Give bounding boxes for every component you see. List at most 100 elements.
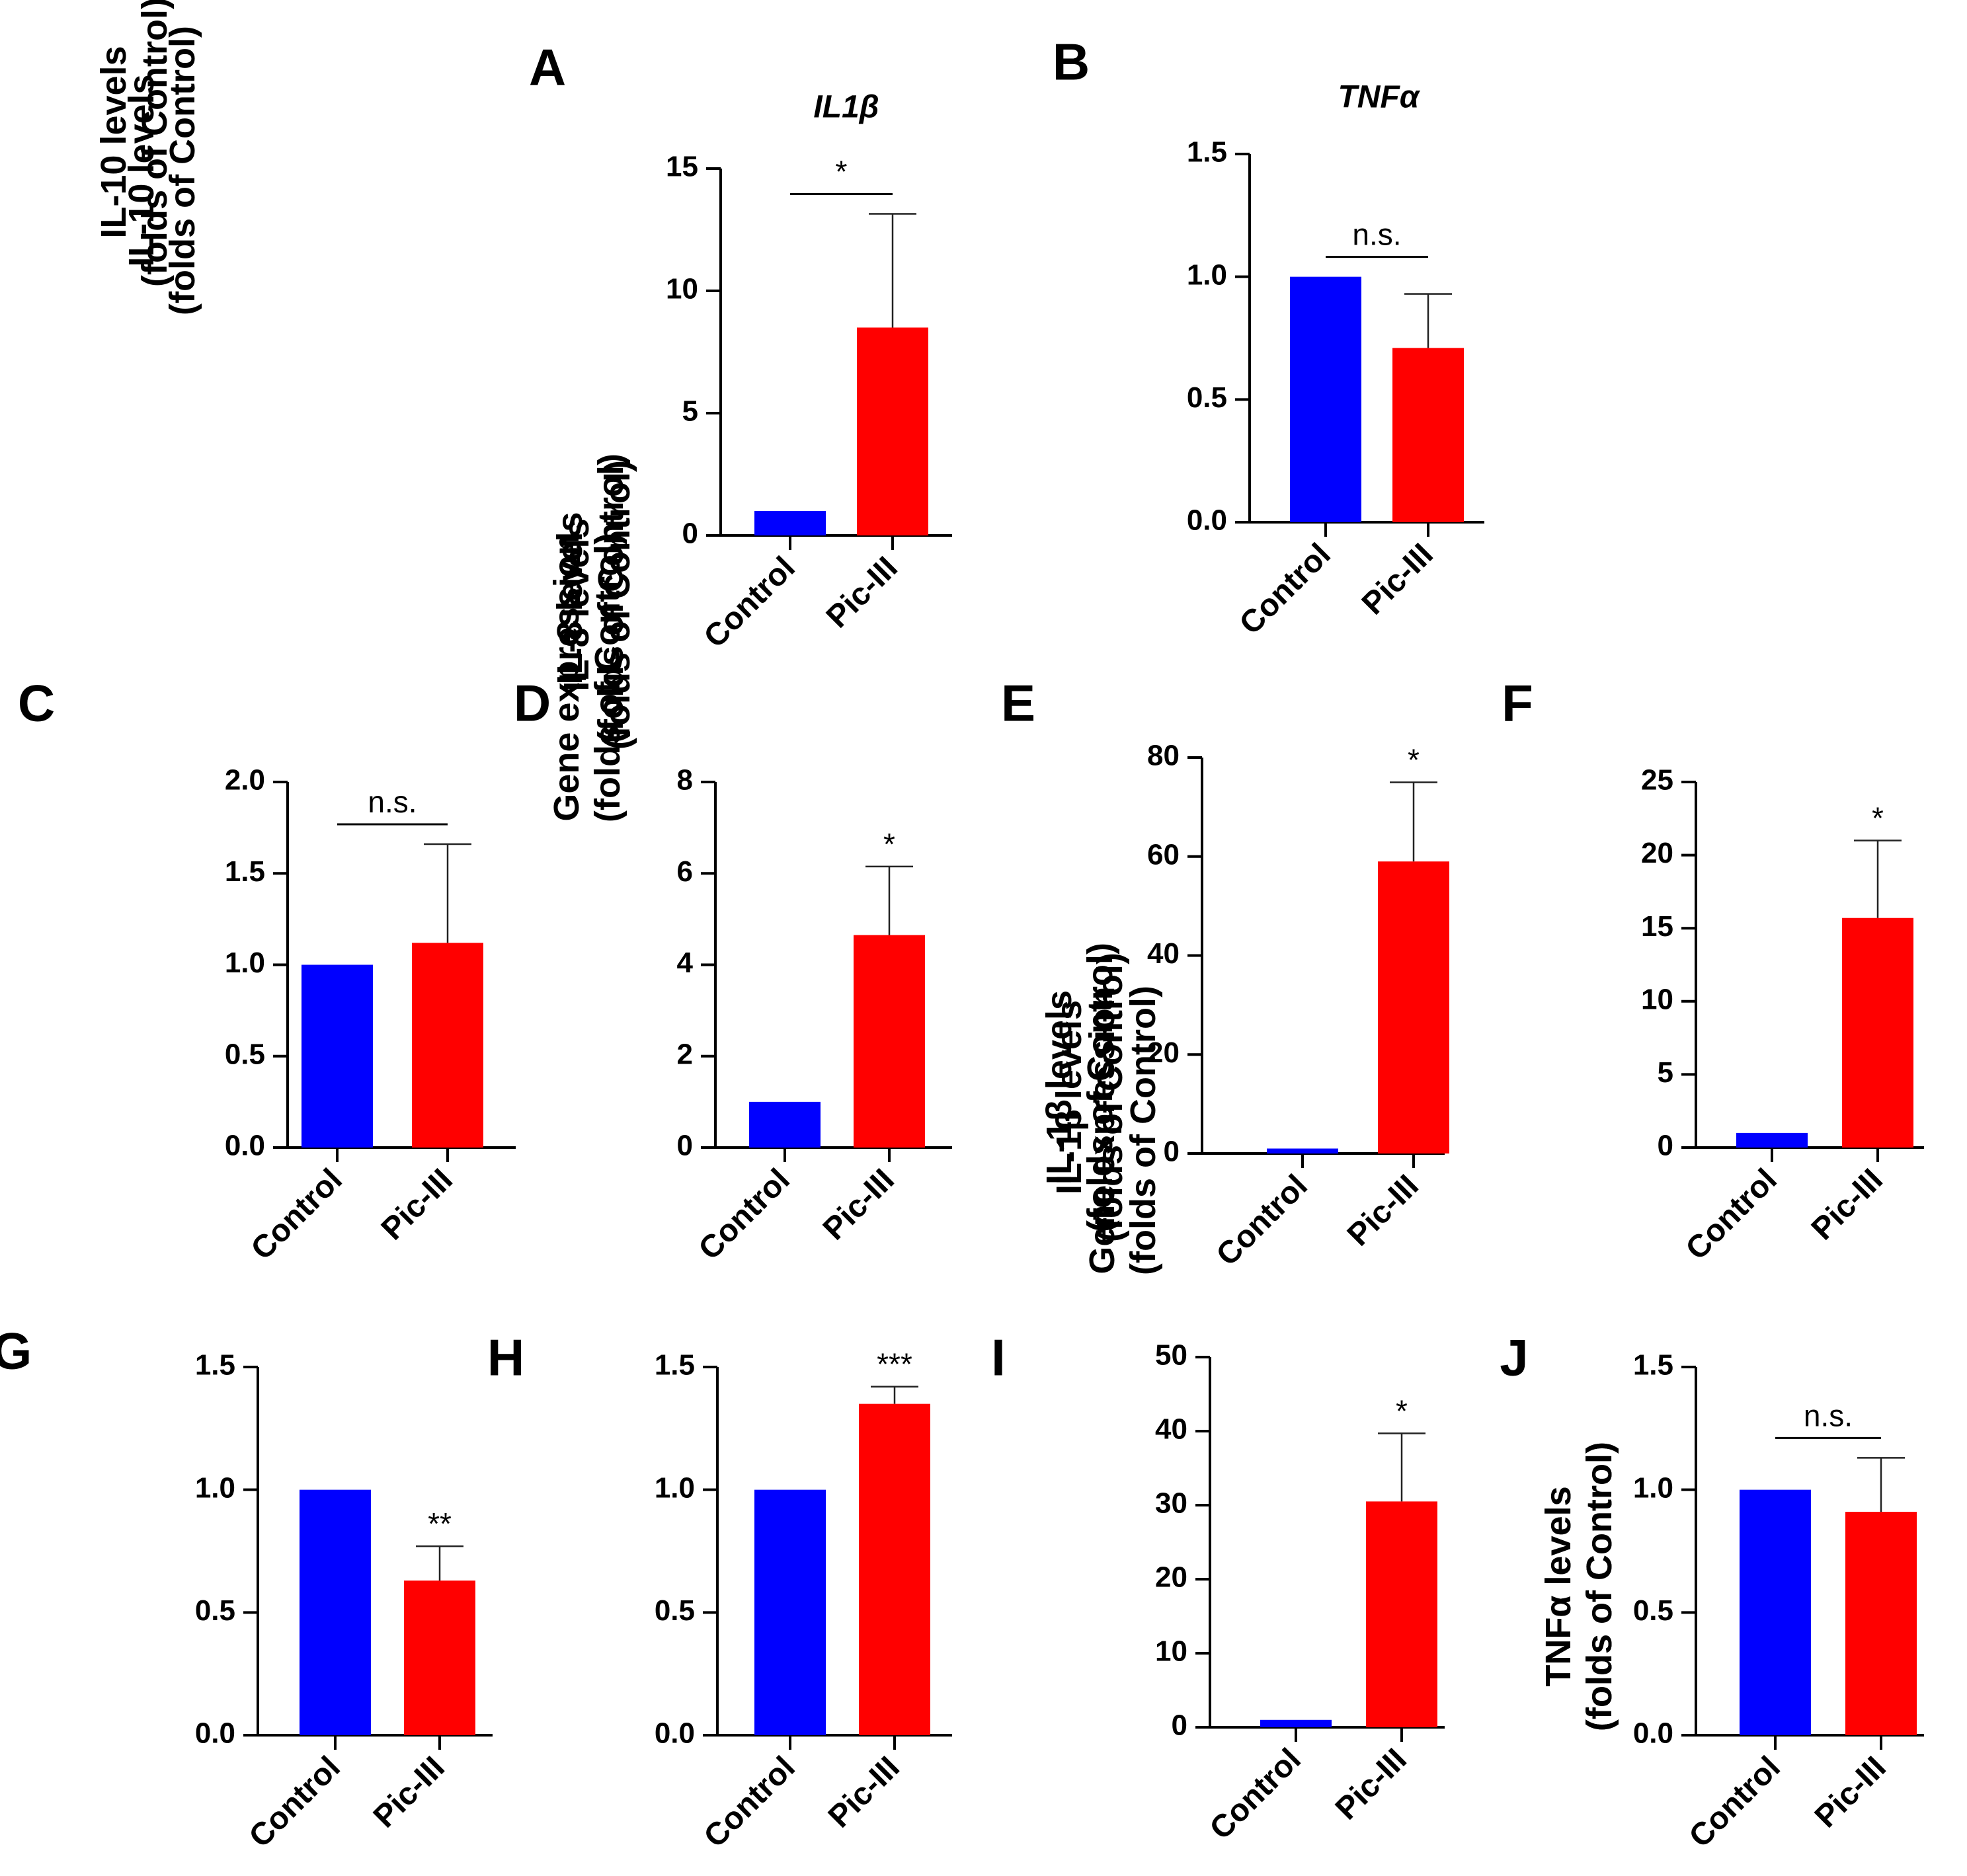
x-category-label: Control: [243, 1750, 347, 1854]
y-axis-label-line: (folds of Control): [598, 460, 637, 750]
x-category-label: Control: [1683, 1750, 1787, 1854]
bar-pic-iii: [404, 1581, 475, 1735]
bar-pic-iii: [859, 1403, 930, 1735]
significance-label: *: [1872, 801, 1884, 835]
panel-letter: E: [1001, 674, 1035, 732]
y-axis-label-line: IL-10 levels: [94, 46, 134, 238]
x-category-label: Pic-III: [1341, 1168, 1425, 1253]
x-category-label: Pic-III: [1355, 537, 1440, 621]
y-tick-label: 1.5: [1633, 1349, 1673, 1382]
bar-pic-iii: [857, 327, 928, 535]
x-category-label: Control: [1210, 1168, 1314, 1272]
y-tick-label: 0.0: [225, 1130, 265, 1162]
y-tick-label: 0.5: [655, 1594, 695, 1627]
x-category-label: Pic-III: [820, 550, 904, 635]
y-axis-label: Gene expression(folds of Control): [1082, 986, 1163, 1275]
y-tick-label: 0: [682, 518, 698, 550]
x-category-label: Pic-III: [1329, 1742, 1414, 1826]
y-tick-label: 6: [677, 855, 693, 888]
bar-control: [1260, 1719, 1332, 1727]
y-axis-label: IL-10 levels(folds of Control): [94, 0, 175, 287]
panel-letter: C: [18, 674, 55, 732]
x-category-label: Pic-III: [367, 1750, 452, 1834]
y-tick-label: 1.0: [1187, 258, 1227, 291]
chart-title: TNFα: [1338, 80, 1420, 115]
y-tick-label: 20: [1155, 1561, 1187, 1594]
significance-label: n.s.: [1804, 1398, 1853, 1432]
y-tick-label: 15: [666, 151, 698, 183]
y-axis-label: TNFα levels(folds of Control): [1539, 1442, 1619, 1731]
panel-letter: I: [991, 1329, 1006, 1387]
significance-label: *: [1396, 1393, 1408, 1428]
y-axis-label-line: Gene expression: [547, 533, 586, 821]
y-tick-label: 0.0: [655, 1717, 695, 1750]
x-category-label: Control: [1679, 1162, 1784, 1267]
x-category-label: Pic-III: [1808, 1750, 1893, 1834]
y-axis-label-line: (folds of Control): [591, 453, 631, 743]
y-axis-label-line: IL-10 levels: [122, 74, 161, 266]
y-tick-label: 0.5: [225, 1038, 265, 1070]
y-axis-label-line: (folds of Control): [1580, 1442, 1619, 1731]
x-category-label: Pic-III: [1805, 1162, 1890, 1247]
y-tick-label: 2.0: [225, 764, 265, 797]
y-axis-label-line: TNFα levels: [1539, 1486, 1578, 1686]
y-axis-label-line: (folds of Control): [1090, 953, 1130, 1242]
panel-letter: H: [487, 1329, 524, 1387]
bar-pic-iii: [1845, 1512, 1917, 1735]
y-axis-label-line: (folds of Control): [588, 533, 627, 822]
y-tick-label: 1.5: [195, 1349, 235, 1382]
y-tick-label: 50: [1155, 1339, 1187, 1372]
x-category-label: Control: [245, 1162, 349, 1267]
y-tick-label: 10: [1155, 1635, 1187, 1668]
x-category-label: Control: [1203, 1742, 1308, 1846]
chart-panel-i: IIL-1β levels(folds of Control)010203040…: [991, 953, 1445, 1846]
y-tick-label: 25: [1641, 764, 1673, 797]
y-tick-label: 0.0: [195, 1717, 235, 1750]
panel-letter: G: [0, 1322, 32, 1380]
y-axis-label-line: IL-8 levels: [550, 512, 590, 684]
y-tick-label: 1.0: [225, 947, 265, 979]
y-tick-label: 0: [677, 1130, 693, 1162]
y-axis-label: IL-8 levels(folds of Control): [557, 460, 637, 750]
chart-panel-c: CIL-10 levels(folds of Control)0.00.51.0…: [18, 26, 516, 1267]
y-axis-label-line: TNFα levels: [1539, 1486, 1578, 1686]
y-tick-label: 0: [1658, 1130, 1673, 1162]
bar-control: [1290, 276, 1361, 522]
y-tick-label: 1.5: [1187, 136, 1227, 169]
y-tick-label: 8: [677, 764, 693, 797]
y-tick-label: 20: [1147, 1036, 1180, 1069]
bar-control: [749, 1101, 821, 1148]
panel-letter: D: [514, 674, 551, 732]
y-tick-label: 60: [1147, 838, 1180, 871]
y-tick-label: 0.5: [1633, 1594, 1673, 1627]
y-axis-label-line: Gene expression: [1082, 986, 1122, 1274]
y-tick-label: 1.0: [195, 1471, 235, 1504]
y-axis-label-line: (folds of Control): [135, 0, 175, 287]
y-axis-label: IL-8 levels(folds of Control): [550, 453, 631, 743]
panel-letter: B: [1053, 33, 1090, 91]
y-tick-label: 2: [677, 1038, 693, 1070]
y-tick-label: 30: [1155, 1487, 1187, 1520]
panel-letter: J: [1500, 1329, 1528, 1387]
y-tick-label: 80: [1147, 740, 1180, 772]
y-tick-label: 10: [1641, 983, 1673, 1015]
significance-label: ***: [877, 1347, 912, 1382]
x-category-label: Control: [698, 1750, 802, 1854]
x-category-label: Control: [692, 1162, 797, 1267]
bar-pic-iii: [1842, 918, 1913, 1148]
x-category-label: Pic-III: [375, 1162, 460, 1247]
significance-label: *: [836, 154, 848, 188]
x-category-label: Control: [1233, 537, 1338, 641]
bar-control: [1736, 1132, 1808, 1148]
significance-label: **: [428, 1506, 452, 1541]
y-axis-label: IL-10 levels(folds of Control): [122, 26, 202, 315]
y-tick-label: 4: [677, 947, 694, 979]
chart-panel-h: H IL-8 levels(folds of Control) 0.0 0.5 1.0 1…: [487, 460, 952, 1854]
y-tick-label: 5: [682, 395, 698, 428]
x-category-label: Control: [698, 550, 802, 654]
y-axis-label-line: (folds of Control): [163, 26, 202, 315]
y-tick-label: 10: [666, 273, 698, 305]
y-tick-label: 40: [1155, 1413, 1187, 1446]
y-tick-label: 0: [1164, 1136, 1180, 1168]
y-tick-label: 1.5: [225, 855, 265, 888]
